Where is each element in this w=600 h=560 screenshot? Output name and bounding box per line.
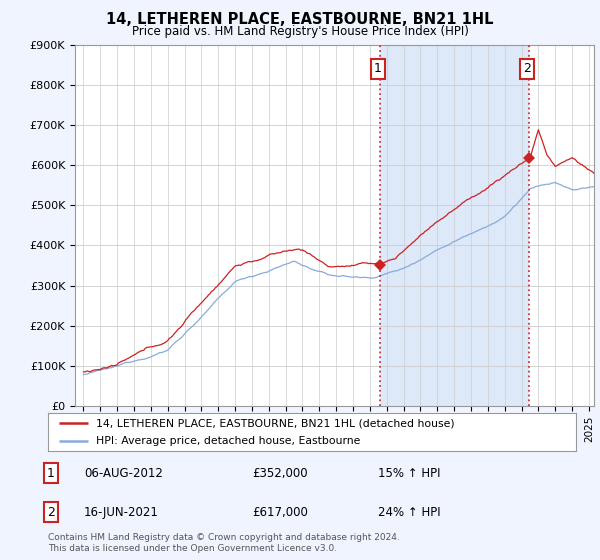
Text: 2: 2: [523, 62, 530, 76]
Text: 1: 1: [374, 62, 382, 76]
Text: 15% ↑ HPI: 15% ↑ HPI: [378, 466, 440, 480]
Text: £617,000: £617,000: [252, 506, 308, 519]
Text: 1: 1: [47, 466, 55, 480]
Text: £352,000: £352,000: [252, 466, 308, 480]
Text: 14, LETHEREN PLACE, EASTBOURNE, BN21 1HL: 14, LETHEREN PLACE, EASTBOURNE, BN21 1HL: [106, 12, 494, 27]
Bar: [380, 45, 529, 406]
Text: Contains HM Land Registry data © Crown copyright and database right 2024.
This d: Contains HM Land Registry data © Crown c…: [48, 533, 400, 553]
Text: 06-AUG-2012: 06-AUG-2012: [84, 466, 163, 480]
Text: 24% ↑ HPI: 24% ↑ HPI: [378, 506, 440, 519]
Text: 2: 2: [47, 506, 55, 519]
Text: 14, LETHEREN PLACE, EASTBOURNE, BN21 1HL (detached house): 14, LETHEREN PLACE, EASTBOURNE, BN21 1HL…: [95, 418, 454, 428]
Text: HPI: Average price, detached house, Eastbourne: HPI: Average price, detached house, East…: [95, 436, 360, 446]
Text: 16-JUN-2021: 16-JUN-2021: [84, 506, 159, 519]
Text: Price paid vs. HM Land Registry's House Price Index (HPI): Price paid vs. HM Land Registry's House …: [131, 25, 469, 38]
